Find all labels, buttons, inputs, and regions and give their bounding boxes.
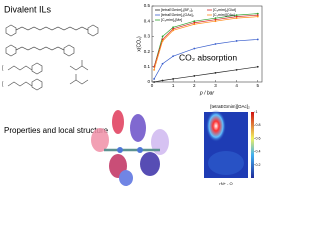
x-tick-label: 0 bbox=[151, 83, 154, 88]
colorbar bbox=[251, 112, 254, 178]
x-tick-label: 3 bbox=[214, 83, 217, 88]
legend-label: [tetraEGmim]₂[OAc]₂ bbox=[161, 13, 195, 17]
heatmap-chart: [tetraEGmim][OAc]₂ rN+ - O 0.2 0.4 0.6 0.8 1 bbox=[204, 104, 261, 186]
data-point bbox=[256, 12, 259, 15]
y-tick-label: 0.5 bbox=[144, 3, 151, 8]
data-point bbox=[161, 79, 164, 82]
data-point bbox=[235, 14, 238, 17]
data-point bbox=[256, 65, 259, 68]
data-point bbox=[161, 40, 164, 42]
data-point bbox=[214, 43, 217, 45]
x-axis-label: p / bar bbox=[199, 90, 215, 96]
data-point bbox=[193, 21, 196, 24]
data-point bbox=[161, 38, 164, 41]
data-point bbox=[214, 18, 217, 21]
plot-frame bbox=[151, 5, 263, 83]
legend-label: [C₈mim]₂[Glut] bbox=[213, 8, 236, 12]
data-point bbox=[193, 75, 196, 77]
line-chart: 0 0.1 0.2 0.3 0.4 0.5 0 1 2 3 4 5 p / bar x(CO₂) CO₂ a… bbox=[136, 3, 263, 96]
data-point bbox=[214, 20, 217, 23]
data-point bbox=[193, 23, 196, 26]
y-tick-label: 0.4 bbox=[144, 18, 151, 23]
data-point bbox=[172, 78, 175, 80]
data-point bbox=[153, 81, 156, 83]
legend-label: [tetraEGmim]₂[BF₄]₂ bbox=[161, 8, 194, 12]
svg-text:[: [ bbox=[2, 81, 4, 87]
data-point bbox=[235, 17, 238, 20]
heatmap-title: [tetraEGmim][OAc]₂ bbox=[210, 104, 250, 109]
header-text: Divalent ILs bbox=[4, 4, 52, 14]
data-point bbox=[172, 29, 175, 32]
data-point bbox=[214, 17, 217, 20]
colorbar-tick-label: 0.6 bbox=[256, 136, 261, 140]
data-point bbox=[153, 78, 156, 80]
colorbar-tick-label: 0.4 bbox=[256, 150, 261, 154]
data-point bbox=[256, 14, 259, 17]
series-line bbox=[154, 66, 258, 83]
legend-label: [C₂mim][OAc] bbox=[213, 13, 235, 17]
data-point bbox=[172, 27, 175, 30]
y-tick-label: 0 bbox=[147, 79, 150, 84]
data-point bbox=[193, 47, 196, 50]
data-point bbox=[235, 68, 238, 71]
y-tick-label: 0.1 bbox=[144, 64, 151, 69]
figure: Divalent ILs [ [ 0 0.1 0.2 0.3 0.4 0.5 0 1 2 3 4 5 p… bbox=[2, 3, 263, 186]
structures: [ [ bbox=[2, 24, 99, 91]
x-axis-label: rN+ - O bbox=[219, 181, 232, 186]
data-point bbox=[172, 26, 175, 29]
heatmap-spot bbox=[206, 110, 226, 142]
y-tick-label: 0.2 bbox=[144, 49, 151, 54]
data-point bbox=[256, 15, 259, 18]
data-point bbox=[214, 71, 217, 74]
data-point bbox=[153, 68, 156, 71]
colorbar-tick-label: 0.8 bbox=[256, 123, 261, 127]
y-tick-label: 0.3 bbox=[144, 34, 151, 39]
x-tick-label: 1 bbox=[172, 83, 175, 88]
colorbar-tick-label: 0.2 bbox=[256, 163, 261, 167]
x-tick-label: 5 bbox=[257, 83, 260, 88]
data-point bbox=[235, 40, 238, 42]
x-tick-label: 4 bbox=[235, 83, 238, 88]
legend-label: [C₈mim]₂[Me] bbox=[161, 18, 182, 22]
data-point bbox=[161, 35, 164, 38]
svg-text:[: [ bbox=[2, 65, 4, 71]
data-point bbox=[193, 20, 196, 23]
footer-text: Properties and local structure bbox=[4, 126, 109, 135]
data-point bbox=[235, 15, 238, 18]
colorbar-tick-label: 1 bbox=[256, 110, 258, 114]
data-point bbox=[172, 55, 175, 58]
orbital-render bbox=[91, 110, 169, 186]
heatmap-haze bbox=[208, 151, 244, 175]
data-point bbox=[161, 62, 164, 65]
y-axis-label: x(CO₂) bbox=[136, 36, 142, 52]
data-point bbox=[256, 38, 259, 41]
x-tick-label: 2 bbox=[193, 83, 196, 88]
annotation: CO₂ absorption bbox=[179, 52, 237, 62]
